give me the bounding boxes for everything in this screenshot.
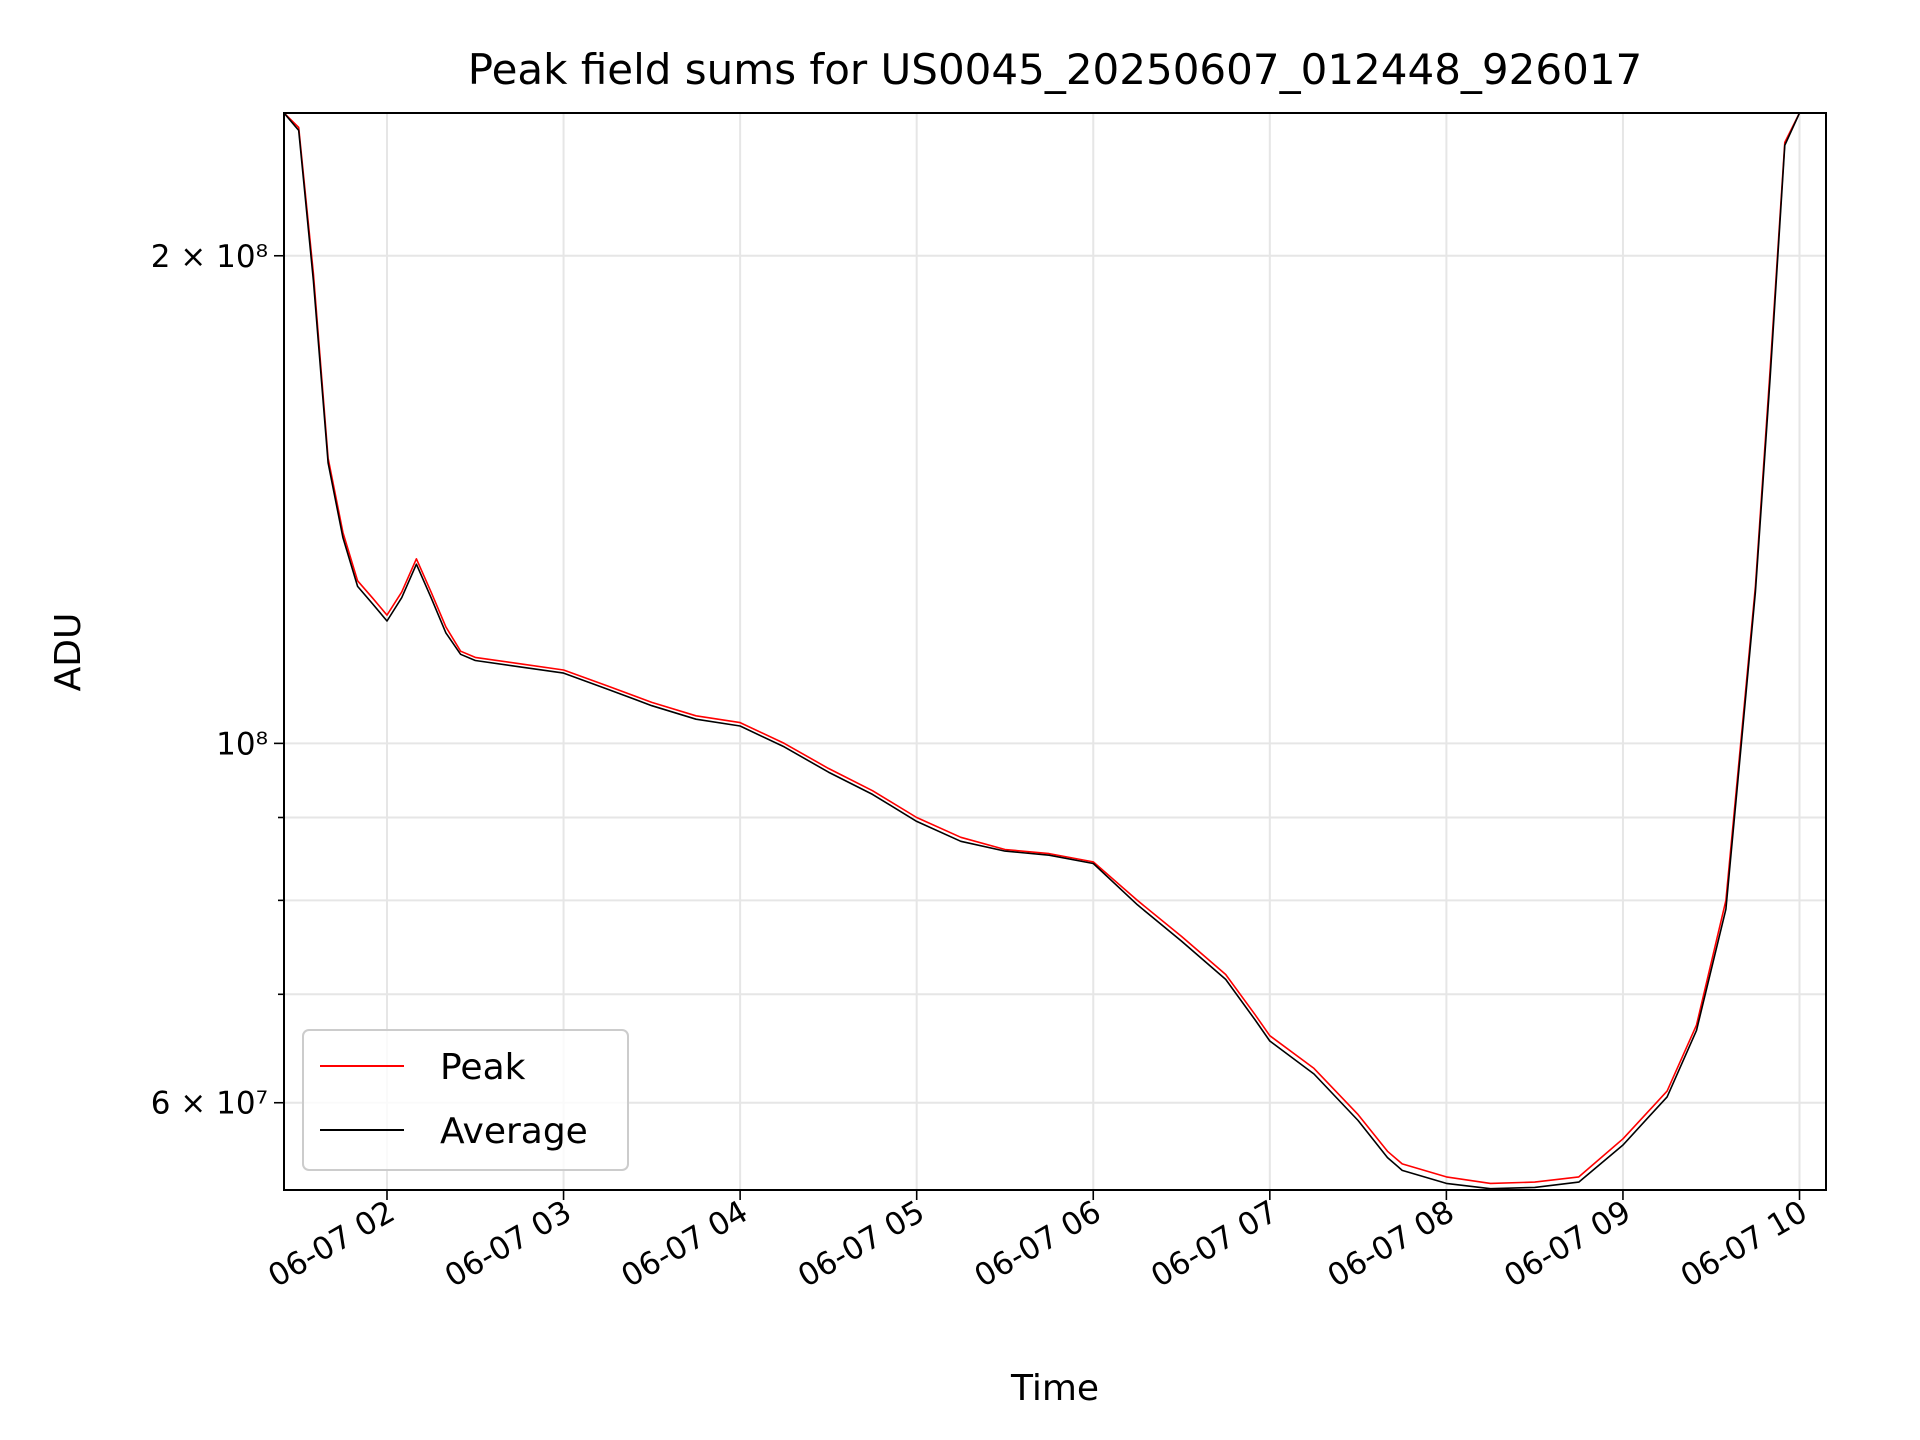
legend: Peak Average <box>302 1029 629 1171</box>
y-tick-label: 2 × 10⁸ <box>151 239 268 275</box>
legend-label-average: Average <box>440 1111 588 1152</box>
plot-frame <box>283 112 1827 1191</box>
chart-title: Peak field sums for US0045_20250607_0124… <box>468 45 1643 94</box>
y-tick-label: 10⁸ <box>216 726 268 762</box>
series-line-peak <box>283 112 1826 1185</box>
legend-label-peak: Peak <box>440 1047 526 1088</box>
y-tick-label: 6 × 10⁷ <box>151 1086 268 1122</box>
series-layer <box>283 112 1826 1190</box>
y-axis-title: ADU <box>48 613 89 692</box>
series-line-average <box>283 112 1826 1190</box>
x-axis-title: Time <box>1010 1368 1099 1409</box>
y-axis: 2 × 10⁸ 10⁸ 6 × 10⁷ <box>151 239 284 1122</box>
grid <box>284 113 1826 1190</box>
